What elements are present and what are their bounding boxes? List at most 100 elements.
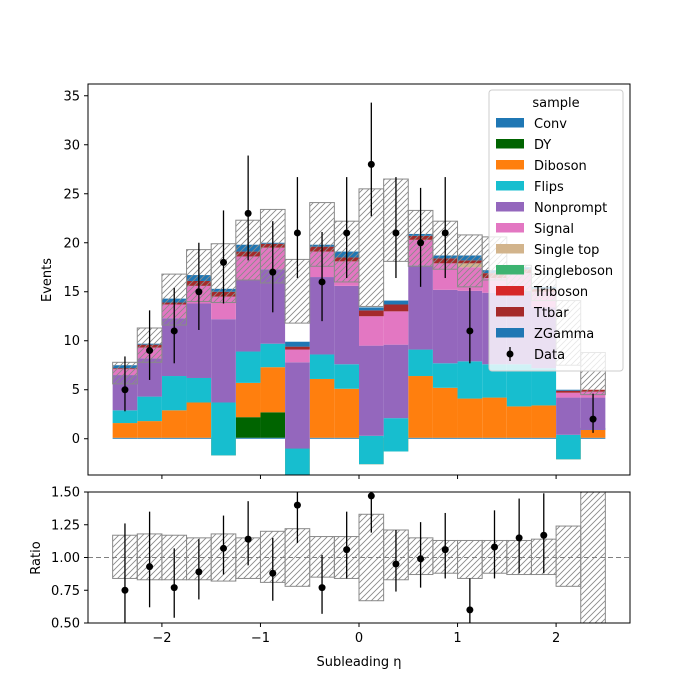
bar-diboson bbox=[531, 405, 557, 438]
bar-nonprompt bbox=[383, 344, 409, 419]
bar-diboson bbox=[309, 378, 335, 438]
bar-conv bbox=[531, 437, 557, 439]
bar-conv bbox=[260, 437, 286, 439]
uncertainty-bin bbox=[457, 539, 483, 579]
legend-swatch bbox=[496, 307, 524, 317]
ratio-point bbox=[195, 568, 203, 576]
bar-flips bbox=[408, 349, 433, 377]
bar-flips bbox=[334, 364, 359, 389]
ratio-point bbox=[466, 606, 474, 614]
legend-label: Conv bbox=[534, 117, 567, 132]
ratio-y-tick-label: 1.25 bbox=[51, 518, 80, 533]
bar-conv bbox=[137, 437, 162, 439]
ratio-point bbox=[343, 546, 351, 554]
main-y-tick-label: 25 bbox=[63, 187, 80, 202]
ratio-point bbox=[269, 569, 277, 577]
uncertainty-bin bbox=[457, 234, 483, 288]
data-point bbox=[441, 229, 449, 237]
bar-conv bbox=[186, 437, 212, 439]
bar-nonprompt bbox=[235, 279, 261, 352]
data-point bbox=[293, 229, 301, 237]
bar-conv bbox=[309, 437, 335, 439]
bar-conv bbox=[235, 437, 261, 439]
main-y-tick-label: 20 bbox=[63, 236, 80, 251]
ratio-point bbox=[515, 534, 523, 542]
bar-nonprompt bbox=[432, 289, 458, 364]
ratio-point bbox=[244, 535, 252, 543]
main-y-tick-label: 5 bbox=[72, 383, 80, 398]
bar-flips bbox=[309, 354, 335, 379]
ratio-point bbox=[392, 560, 400, 568]
bar-flips bbox=[359, 435, 384, 465]
bar-diboson bbox=[334, 388, 359, 438]
bar-diboson bbox=[506, 406, 532, 438]
main-y-axis-label: Events bbox=[40, 258, 55, 302]
data-points bbox=[121, 102, 597, 433]
main-y-ticks: 0 5 10 15 20 25 30 35 bbox=[63, 89, 88, 447]
bar-flips bbox=[137, 396, 162, 422]
bar-diboson bbox=[408, 376, 433, 438]
ratio-x-tick-label: −1 bbox=[251, 631, 270, 646]
data-point bbox=[195, 288, 203, 296]
data-point bbox=[589, 415, 597, 423]
ratio-y-tick-label: 1.50 bbox=[51, 486, 80, 501]
legend-label: ZGamma bbox=[534, 327, 594, 342]
main-y-tick-label: 15 bbox=[63, 285, 80, 300]
main-y-tick-label: 35 bbox=[63, 89, 80, 104]
ratio-point bbox=[540, 531, 548, 539]
bar-flips bbox=[186, 377, 212, 403]
bar-flips bbox=[211, 402, 236, 456]
ratio-x-axis-label: Subleading η bbox=[316, 655, 401, 670]
main-y-tick-label: 30 bbox=[63, 138, 80, 153]
legend-label: Singleboson bbox=[534, 264, 613, 279]
bar-ttbar bbox=[285, 346, 310, 350]
legend-swatch bbox=[496, 139, 524, 149]
main-y-tick-label: 0 bbox=[72, 432, 80, 447]
bar-conv bbox=[408, 437, 433, 439]
data-point bbox=[318, 278, 326, 286]
data-point bbox=[146, 347, 154, 355]
bar-conv bbox=[457, 437, 483, 439]
bar-flips bbox=[161, 376, 187, 411]
bar-diboson bbox=[457, 398, 483, 438]
data-point bbox=[343, 229, 351, 237]
main-y-tick-label: 10 bbox=[63, 334, 80, 349]
bar-conv bbox=[334, 437, 359, 439]
legend-swatch bbox=[496, 244, 524, 254]
ratio-panel: 0.50 0.75 1.00 1.25 1.50 −2 −1 0 1 2 Ratio Suble… bbox=[29, 486, 631, 670]
bar-signal bbox=[383, 311, 409, 345]
bar-diboson bbox=[112, 423, 138, 438]
bar-flips bbox=[457, 361, 483, 399]
ratio-y-ticks: 0.50 0.75 1.00 1.25 1.50 bbox=[51, 486, 88, 632]
bar-nonprompt bbox=[211, 319, 236, 403]
bar-flips bbox=[112, 410, 138, 424]
legend: sample Conv DY Diboson Flips Nonprompt Signal… bbox=[488, 89, 624, 372]
bar-flips bbox=[285, 448, 310, 475]
ratio-point bbox=[318, 584, 326, 592]
bar-ttbar bbox=[383, 304, 409, 312]
legend-swatch bbox=[496, 286, 524, 296]
data-point bbox=[121, 386, 129, 394]
bar-flips bbox=[531, 368, 557, 406]
bar-flips bbox=[383, 418, 409, 452]
legend-swatch bbox=[496, 181, 524, 191]
bar-conv bbox=[432, 437, 458, 439]
ratio-point bbox=[121, 586, 129, 594]
ratio-y-tick-label: 0.50 bbox=[51, 617, 80, 632]
data-point bbox=[367, 160, 375, 168]
data-point bbox=[417, 239, 425, 247]
main-panel: 0 5 10 15 20 25 30 35 Events sample Conv DY Dibos… bbox=[40, 83, 631, 479]
bar-signal bbox=[285, 349, 310, 363]
legend-swatch bbox=[496, 202, 524, 212]
legend-label: Single top bbox=[534, 243, 599, 258]
ratio-point bbox=[220, 544, 227, 552]
bar-conv bbox=[580, 437, 606, 439]
bar-flips bbox=[260, 343, 286, 368]
bar-diboson bbox=[186, 402, 212, 438]
ratio-point bbox=[170, 584, 178, 592]
bar-dy bbox=[260, 412, 286, 438]
bar-dy bbox=[235, 417, 261, 438]
ratio-x-ticks: −2 −1 0 1 2 bbox=[152, 623, 560, 646]
bar-diboson bbox=[260, 367, 286, 413]
bar-flips bbox=[235, 351, 261, 383]
